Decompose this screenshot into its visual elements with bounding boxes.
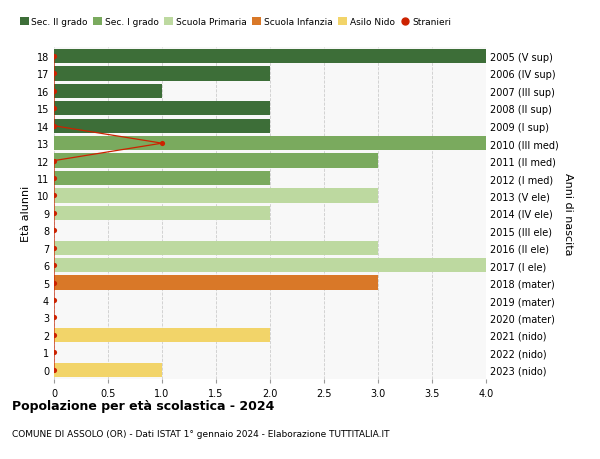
Bar xyxy=(54,172,270,186)
Point xyxy=(49,71,59,78)
Y-axis label: Anni di nascita: Anni di nascita xyxy=(563,172,573,255)
Bar xyxy=(54,154,378,168)
Point xyxy=(49,210,59,217)
Point xyxy=(49,331,59,339)
Text: COMUNE DI ASSOLO (OR) - Dati ISTAT 1° gennaio 2024 - Elaborazione TUTTITALIA.IT: COMUNE DI ASSOLO (OR) - Dati ISTAT 1° ge… xyxy=(12,429,389,438)
Point xyxy=(49,314,59,321)
Bar xyxy=(54,189,378,203)
Bar xyxy=(54,206,270,221)
Legend: Sec. II grado, Sec. I grado, Scuola Primaria, Scuola Infanzia, Asilo Nido, Stran: Sec. II grado, Sec. I grado, Scuola Prim… xyxy=(16,15,455,31)
Point xyxy=(49,366,59,374)
Y-axis label: Età alunni: Età alunni xyxy=(21,185,31,241)
Text: Popolazione per età scolastica - 2024: Popolazione per età scolastica - 2024 xyxy=(12,399,274,412)
Point xyxy=(49,297,59,304)
Bar xyxy=(54,50,486,64)
Point xyxy=(157,140,167,147)
Bar xyxy=(54,241,378,255)
Point xyxy=(49,53,59,61)
Bar xyxy=(54,328,270,342)
Bar xyxy=(54,102,270,116)
Bar xyxy=(54,67,270,81)
Point xyxy=(49,157,59,165)
Bar xyxy=(54,258,486,273)
Point xyxy=(49,88,59,95)
Point xyxy=(49,175,59,182)
Point xyxy=(49,349,59,356)
Bar xyxy=(54,276,378,290)
Point xyxy=(49,280,59,287)
Bar xyxy=(54,84,162,99)
Bar xyxy=(54,119,270,134)
Point xyxy=(49,106,59,113)
Point xyxy=(49,245,59,252)
Bar xyxy=(54,363,162,377)
Point xyxy=(49,262,59,269)
Point xyxy=(49,192,59,200)
Bar xyxy=(54,137,486,151)
Point xyxy=(49,227,59,235)
Point xyxy=(49,123,59,130)
